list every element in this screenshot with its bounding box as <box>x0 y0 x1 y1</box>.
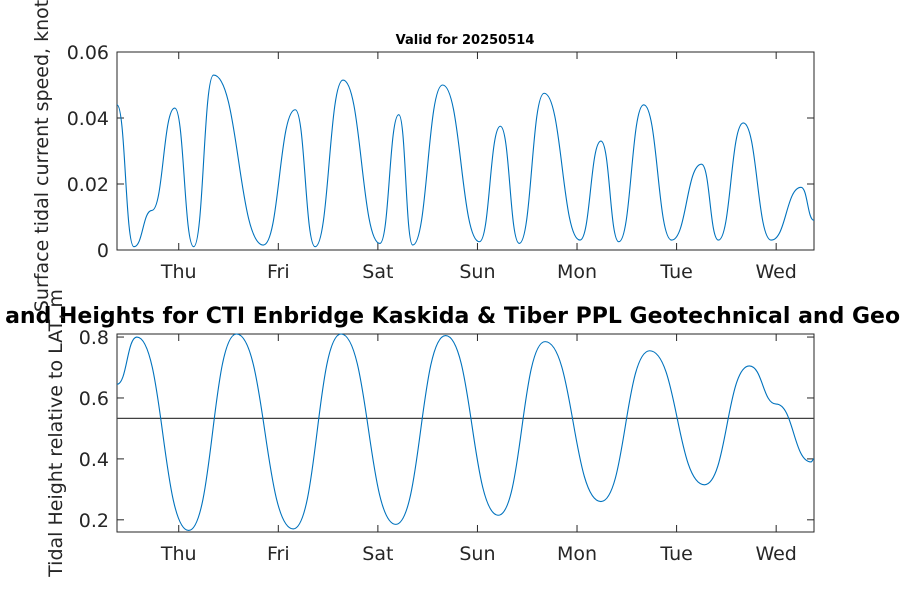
tidal-height-xtick-label: Wed <box>755 543 796 565</box>
current-speed-xtick-label: Thu <box>160 261 197 283</box>
tidal-height-ytick-label: 0.6 <box>79 388 109 410</box>
tidal-height-xtick-label: Sat <box>362 543 393 565</box>
current-speed-ytick-label: 0.02 <box>67 174 109 196</box>
tidal-height-xtick-label: Mon <box>557 543 597 565</box>
current-speed-xtick-label: Sat <box>362 261 393 283</box>
tidal-height-axes: Thu Fri Sat Sun Mon Tue Wed 0.2 0.4 0.6 0.8 Tidal … <box>0 289 900 578</box>
current-speed-xtick-label: Fri <box>267 261 290 283</box>
tidal-height-series-line <box>116 333 815 532</box>
current-speed-series-line <box>116 74 815 248</box>
tidal-height-xtick-label: Thu <box>160 543 197 565</box>
current-speed-xtick-label: Mon <box>557 261 597 283</box>
tidal-height-series <box>116 333 815 532</box>
tidal-height-xtick-label: Tue <box>659 543 692 565</box>
tidal-height-xtick-label: Sun <box>459 543 495 565</box>
tidal-height-ticks: Thu Fri Sat Sun Mon Tue Wed 0.2 0.4 0.6 0.8 <box>79 327 814 565</box>
current-speed-ylabel: Surface tidal current speed, knots <box>31 0 53 312</box>
current-speed-plot-area <box>116 51 815 251</box>
current-speed-ticks: Thu Fri Sat Sun Mon Tue Wed 0 0.02 0.04 0.06 <box>67 42 814 283</box>
tidal-height-ytick-label: 0.4 <box>79 449 109 471</box>
tidal-height-plot-area <box>116 333 815 533</box>
current-speed-ytick-label: 0.06 <box>67 42 109 64</box>
current-speed-ytick-label: 0.04 <box>67 108 109 130</box>
tidal-height-xtick-label: Fri <box>267 543 290 565</box>
current-speed-xtick-label: Wed <box>755 261 796 283</box>
current-speed-title: Valid for 20250514 <box>396 33 535 48</box>
tidal-height-ytick-label: 0.2 <box>79 510 109 532</box>
current-speed-axes: Valid for 20250514 Surface tidal current… <box>31 0 815 312</box>
current-speed-xtick-label: Tue <box>659 261 692 283</box>
tidal-height-title: Tidal Currents and Heights for CTI Enbri… <box>0 304 900 329</box>
current-speed-series <box>116 74 815 248</box>
tidal-height-ytick-label: 0.8 <box>79 327 109 349</box>
tidal-height-ylabel: Tidal Height relative to LAT, m <box>45 289 67 578</box>
current-speed-xtick-label: Sun <box>459 261 495 283</box>
current-speed-ytick-label: 0 <box>97 240 109 262</box>
